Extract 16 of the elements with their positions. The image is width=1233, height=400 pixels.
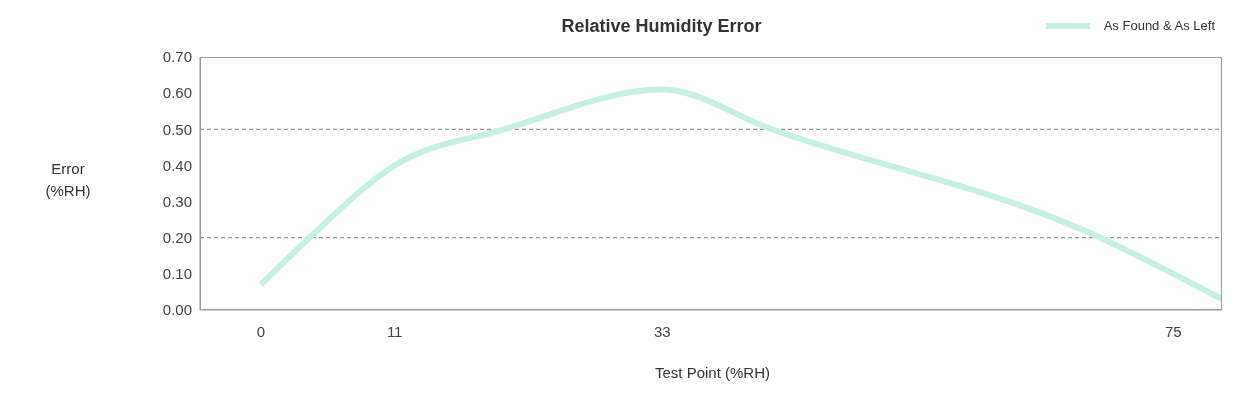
chart-title: Relative Humidity Error: [561, 16, 762, 36]
y-tick-label: 0.40: [162, 156, 192, 174]
x-tick-label: 0: [256, 322, 266, 340]
legend-label: As Found & As Left: [1103, 18, 1215, 33]
y-tick-label: 0.70: [162, 48, 192, 66]
y-axis-title: Error (%RH): [44, 159, 92, 201]
x-tick-label: 11: [386, 322, 403, 340]
y-tick-label: 0.50: [162, 120, 192, 138]
y-tick-label: 0.00: [162, 301, 192, 319]
x-tick-label: 33: [653, 322, 671, 340]
x-tick-label: 75: [1164, 322, 1182, 340]
y-tick-label: 0.30: [162, 192, 192, 210]
y-tick-label: 0.10: [162, 265, 192, 283]
y-tick-label: 0.20: [162, 229, 192, 247]
y-tick-label: 0.60: [162, 84, 192, 102]
x-axis-title: Test Point (%RH): [654, 364, 771, 381]
